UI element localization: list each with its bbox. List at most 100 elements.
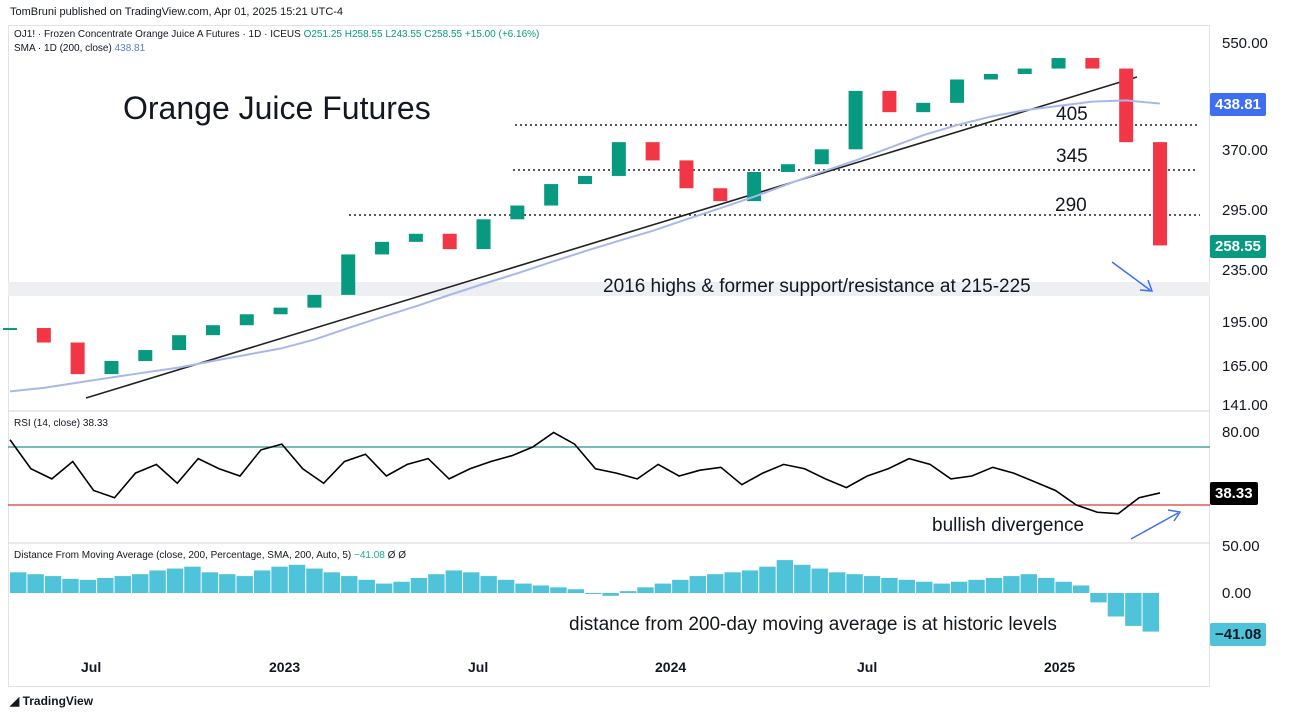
price-candle bbox=[442, 233, 457, 250]
tradingview-logo[interactable]: ◢ TradingView bbox=[10, 694, 93, 708]
dma-bar bbox=[375, 583, 393, 593]
dma-bar bbox=[968, 579, 985, 593]
dma-bar bbox=[1072, 585, 1090, 593]
price-tick: 165.00 bbox=[1222, 358, 1268, 375]
price-candle bbox=[679, 160, 694, 189]
symbol-name[interactable]: OJ1! · Frozen Concentrate Orange Juice A… bbox=[14, 29, 301, 40]
price-candle bbox=[1017, 68, 1032, 74]
price-candle bbox=[239, 314, 254, 326]
sma-legend[interactable]: SMA · 1D (200, close) 438.81 bbox=[14, 43, 145, 54]
dma-bar bbox=[288, 564, 306, 593]
arrow-rsi-line bbox=[1130, 512, 1179, 540]
dma-bar bbox=[898, 579, 916, 593]
price-candle bbox=[3, 328, 17, 331]
dma-bar bbox=[253, 570, 271, 593]
dma-histogram bbox=[10, 560, 1159, 632]
price-candle bbox=[950, 79, 965, 103]
price-badge: 258.55 bbox=[1210, 235, 1266, 258]
trendline[interactable] bbox=[85, 76, 1138, 399]
dma-label: Distance From Moving Average (close, 200… bbox=[14, 550, 352, 561]
rsi-line bbox=[9, 431, 1161, 515]
support-annotation: 2016 highs & former support/resistance a… bbox=[603, 276, 1031, 297]
publisher-header: TomBruni published on TradingView.com, A… bbox=[10, 6, 344, 18]
price-candle bbox=[814, 149, 829, 165]
dma-bar bbox=[323, 572, 341, 593]
price-candle bbox=[747, 171, 762, 202]
dma-bar bbox=[1142, 593, 1159, 632]
dma-bar bbox=[863, 576, 881, 593]
price-candle bbox=[1051, 58, 1066, 69]
price-candle bbox=[578, 175, 592, 185]
dma-bar bbox=[637, 587, 654, 593]
sma-label: SMA · 1D (200, close) bbox=[14, 43, 112, 54]
dma-bar bbox=[219, 574, 236, 593]
level-label-345: 345 bbox=[1056, 146, 1088, 167]
sma-badge: 438.81 bbox=[1210, 93, 1266, 116]
dma-bar bbox=[166, 568, 184, 593]
dma-bar bbox=[236, 576, 253, 593]
dma-badge: −41.08 bbox=[1210, 623, 1267, 646]
dma-bar bbox=[131, 574, 149, 593]
dma-tick: 0.00 bbox=[1222, 585, 1252, 602]
dma-bar bbox=[97, 577, 114, 593]
dma-bar bbox=[654, 583, 672, 593]
dma-bar bbox=[480, 576, 497, 593]
tradingview-logo-icon: ◢ bbox=[10, 694, 20, 708]
dma-bar bbox=[846, 574, 863, 593]
dma-bar bbox=[184, 566, 201, 593]
price-candle bbox=[882, 90, 897, 113]
dma-bar bbox=[10, 572, 27, 593]
price-tick: 195.00 bbox=[1222, 314, 1268, 331]
dma-tick: 50.00 bbox=[1222, 538, 1260, 555]
price-candle bbox=[983, 73, 998, 80]
x-tick: Jul bbox=[468, 659, 489, 675]
dma-bar bbox=[79, 579, 97, 593]
arrow-price-line bbox=[1111, 261, 1151, 291]
change-value: +15.00 (+6.16%) bbox=[464, 29, 540, 40]
price-candle bbox=[172, 335, 187, 351]
dma-bar bbox=[933, 583, 950, 593]
tradingview-logo-text: TradingView bbox=[22, 694, 94, 708]
price-candle bbox=[307, 294, 322, 308]
symbol-legend: OJ1! · Frozen Concentrate Orange Juice A… bbox=[14, 29, 539, 40]
dma-bar bbox=[114, 576, 131, 593]
dma-bar bbox=[306, 568, 323, 593]
price-candle bbox=[375, 241, 390, 255]
x-tick: 2025 bbox=[1044, 659, 1076, 675]
dma-legend[interactable]: Distance From Moving Average (close, 200… bbox=[14, 550, 406, 561]
dma-bar bbox=[602, 593, 619, 596]
x-tick: Jul bbox=[857, 659, 878, 675]
dma-bar bbox=[428, 574, 445, 593]
arrow-rsi-head bbox=[1167, 509, 1182, 522]
price-tick: 295.00 bbox=[1222, 202, 1268, 219]
rsi-legend[interactable]: RSI (14, close) 38.33 bbox=[14, 418, 108, 429]
price-tick: 370.00 bbox=[1222, 142, 1268, 159]
dma-bar bbox=[724, 572, 741, 593]
price-candle bbox=[713, 188, 728, 202]
dma-bar bbox=[1003, 576, 1020, 593]
dma-bar bbox=[985, 577, 1003, 593]
rsi-value: 38.33 bbox=[82, 418, 108, 429]
dma-bar bbox=[393, 581, 410, 593]
x-tick: Jul bbox=[81, 659, 102, 675]
price-candle bbox=[780, 164, 795, 172]
dma-bar bbox=[811, 568, 828, 593]
chart-title: Orange Juice Futures bbox=[123, 90, 431, 126]
dma-bar bbox=[1038, 577, 1055, 593]
rsi-tick: 80.00 bbox=[1222, 424, 1260, 441]
price-candle bbox=[1119, 68, 1134, 143]
dma-bar bbox=[1125, 593, 1142, 626]
dma-bar bbox=[567, 589, 584, 593]
price-candle bbox=[916, 102, 931, 113]
arrow-price-head bbox=[1139, 279, 1154, 292]
dma-bar bbox=[950, 581, 968, 593]
dma-bar bbox=[776, 560, 794, 593]
dma-bar bbox=[741, 570, 759, 593]
dma-bar bbox=[759, 566, 776, 593]
dma-bar bbox=[445, 570, 463, 593]
dma-bar bbox=[27, 574, 44, 593]
support-zone bbox=[8, 282, 1210, 296]
dma-bar bbox=[341, 576, 358, 593]
dma-bar bbox=[62, 578, 79, 593]
